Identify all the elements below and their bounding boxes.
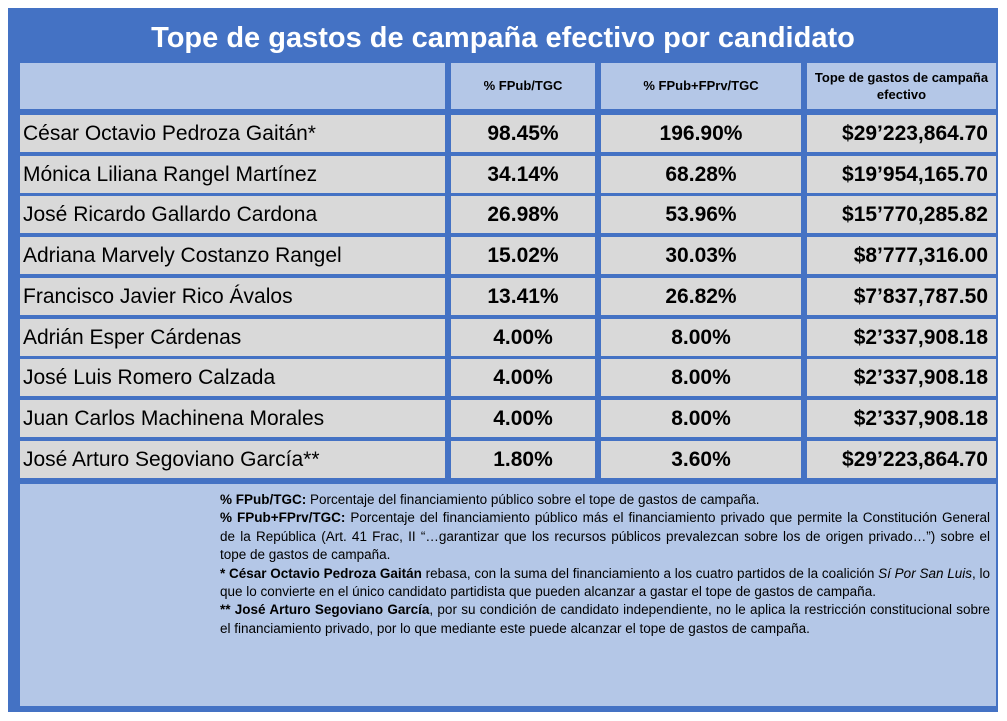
tope-value: $29’223,864.70: [807, 440, 996, 478]
fpub-fprv-value: 8.00%: [601, 318, 801, 356]
table-row: José Luis Romero Calzada 4.00% 8.00% $2’…: [20, 359, 996, 397]
candidate-name: Francisco Javier Rico Ávalos: [20, 277, 445, 315]
footnote-text: Porcentaje del financiamiento público má…: [220, 510, 990, 563]
fpub-fprv-value: 26.82%: [601, 277, 801, 315]
footnotes-panel: % FPub/TGC: Porcentaje del financiamient…: [20, 484, 996, 706]
tope-value: $2’337,908.18: [807, 318, 996, 356]
table-header-row: % FPub/TGC % FPub+FPrv/TGC Tope de gasto…: [20, 63, 996, 109]
tope-value: $29’223,864.70: [807, 115, 996, 152]
fpub-fprv-value: 3.60%: [601, 440, 801, 478]
fpub-value: 4.00%: [451, 399, 595, 437]
tope-value: $15’770,285.82: [807, 196, 996, 234]
footnote-single-star: * César Octavio Pedroza Gaitán rebasa, c…: [220, 565, 990, 602]
table-row: José Ricardo Gallardo Cardona 26.98% 53.…: [20, 196, 996, 234]
table-row: José Arturo Segoviano García** 1.80% 3.6…: [20, 440, 996, 478]
fpub-fprv-value: 196.90%: [601, 115, 801, 152]
footnotes-text: % FPub/TGC: Porcentaje del financiamient…: [220, 491, 990, 638]
footnote-term: César Octavio Pedroza Gaitán: [229, 565, 422, 581]
footnote-text: , lo que lo convierte en el único candid…: [220, 565, 990, 600]
table-row: Juan Carlos Machinena Morales 4.00% 8.00…: [20, 399, 996, 437]
fpub-value: 4.00%: [451, 318, 595, 356]
fpub-value: 34.14%: [451, 155, 595, 193]
footnote-term: % FPub/TGC:: [220, 492, 307, 507]
candidate-name: Adrián Esper Cárdenas: [20, 318, 445, 356]
fpub-fprv-value: 53.96%: [601, 196, 801, 234]
table-row: Adriana Marvely Costanzo Rangel 15.02% 3…: [20, 237, 996, 275]
candidate-name: Adriana Marvely Costanzo Rangel: [20, 237, 445, 275]
footnote-term: José Arturo Segoviano García: [234, 602, 430, 618]
candidate-name: José Arturo Segoviano García**: [20, 440, 445, 478]
footnote-text: rebasa, con la suma del financiamiento a…: [421, 565, 879, 581]
fpub-fprv-value: 68.28%: [601, 155, 801, 193]
table-row: Adrián Esper Cárdenas 4.00% 8.00% $2’337…: [20, 318, 996, 356]
fpub-fprv-value: 8.00%: [601, 359, 801, 397]
fpub-fprv-value: 8.00%: [601, 399, 801, 437]
fpub-value: 98.45%: [451, 115, 595, 152]
header-tope: Tope de gastos de campaña efectivo: [807, 63, 996, 109]
fpub-fprv-value: 30.03%: [601, 237, 801, 275]
candidate-name: Mónica Liliana Rangel Martínez: [20, 155, 445, 193]
footnote-fpub: % FPub/TGC: Porcentaje del financiamient…: [220, 491, 990, 509]
footnote-text: Porcentaje del financiamiento público so…: [306, 492, 760, 507]
fpub-value: 1.80%: [451, 440, 595, 478]
table-frame: Tope de gastos de campaña efectivo por c…: [8, 8, 998, 712]
coalition-name: Sí Por San Luis: [878, 565, 972, 581]
candidate-name: César Octavio Pedroza Gaitán*: [20, 115, 445, 152]
tope-value: $2’337,908.18: [807, 359, 996, 397]
header-fpub-fprv: % FPub+FPrv/TGC: [601, 63, 801, 109]
footnote-text: , por su condición de candidato independ…: [220, 602, 990, 636]
footnote-double-star: ** José Arturo Segoviano García, por su …: [220, 601, 990, 638]
footnote-star: *: [220, 565, 230, 581]
footnote-term: % FPub+FPrv/TGC:: [220, 510, 346, 526]
fpub-value: 4.00%: [451, 359, 595, 397]
page-title: Tope de gastos de campaña efectivo por c…: [151, 22, 855, 54]
footnote-fpub-fprv: % FPub+FPrv/TGC: Porcentaje del financia…: [220, 509, 990, 564]
header-name: [20, 63, 445, 109]
tope-value: $7’837,787.50: [807, 277, 996, 315]
table-row: Mónica Liliana Rangel Martínez 34.14% 68…: [20, 155, 996, 193]
candidate-name: Juan Carlos Machinena Morales: [20, 399, 445, 437]
table-row: César Octavio Pedroza Gaitán* 98.45% 196…: [20, 115, 996, 152]
candidate-name: José Luis Romero Calzada: [20, 359, 445, 397]
tope-value: $2’337,908.18: [807, 399, 996, 437]
header-fpub: % FPub/TGC: [451, 63, 595, 109]
tope-value: $8’777,316.00: [807, 237, 996, 275]
fpub-value: 26.98%: [451, 196, 595, 234]
footnote-star: **: [220, 602, 235, 618]
fpub-value: 15.02%: [451, 237, 595, 275]
fpub-value: 13.41%: [451, 277, 595, 315]
table-row: Francisco Javier Rico Ávalos 13.41% 26.8…: [20, 277, 996, 315]
tope-value: $19’954,165.70: [807, 155, 996, 193]
candidate-name: José Ricardo Gallardo Cardona: [20, 196, 445, 234]
